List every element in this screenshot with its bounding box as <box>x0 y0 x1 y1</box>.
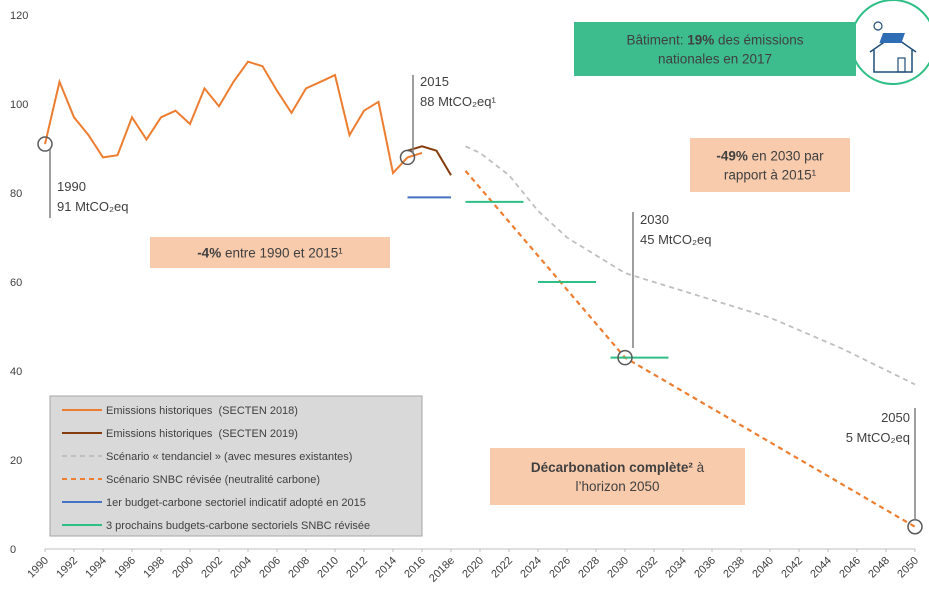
note-text: rapport à 2015¹ <box>724 168 817 183</box>
annotation-marker <box>399 149 416 166</box>
y-tick-label: 120 <box>10 10 28 22</box>
x-tick-label: 2050 <box>895 555 921 581</box>
note-box <box>490 448 745 505</box>
x-tick-label: 2002 <box>199 555 225 581</box>
note-segment: l’horizon 2050 <box>575 479 659 494</box>
note-segment: Décarbonation complète² <box>531 460 694 475</box>
legend: Emissions historiques (SECTEN 2018) Emiss… <box>49 395 423 537</box>
x-tick-label: 2006 <box>257 555 283 581</box>
x-tick-label: 1992 <box>54 555 80 581</box>
x-tick-label: 1996 <box>112 555 138 581</box>
note-segment: rapport à 2015¹ <box>724 168 817 183</box>
x-tick-label: 2042 <box>779 555 805 581</box>
x-tick-label: 2032 <box>634 555 660 581</box>
series-line <box>407 145 452 176</box>
annotation-label: 2015 <box>420 74 449 89</box>
note-segment: entre 1990 et 2015¹ <box>221 246 343 261</box>
x-tick-label: 2010 <box>315 555 341 581</box>
y-tick-label: 20 <box>10 455 22 467</box>
note-text: -49% en 2030 par <box>716 149 824 164</box>
x-tick-label: 2044 <box>808 555 834 581</box>
series-line <box>465 200 669 359</box>
x-tick-label: 2008 <box>286 555 312 581</box>
y-tick-label: 0 <box>10 544 16 556</box>
annotation-marker <box>907 519 923 535</box>
note-box <box>574 22 856 76</box>
x-tick-label: 2018e <box>427 555 457 585</box>
x-tick-label: 2038 <box>721 555 747 581</box>
note-text: nationales en 2017 <box>658 52 772 67</box>
note-segment: en 2030 par <box>748 149 824 164</box>
x-tick-label: 2034 <box>663 555 689 581</box>
annotation-text: 91 MtCO₂eq <box>57 199 129 214</box>
annotation-label: 2050 <box>881 410 910 425</box>
annotation-text: 88 MtCO₂eq¹ <box>420 94 497 109</box>
note-segment: 19% <box>687 33 714 48</box>
note-segment: -4% <box>197 246 221 261</box>
x-tick-label: 2004 <box>228 555 254 581</box>
x-tick-label: 2030 <box>605 555 631 581</box>
legend-label: Scénario SNBC révisée (neutralité carbon… <box>106 474 320 486</box>
x-tick-label: 2026 <box>547 555 573 581</box>
note-box <box>150 237 390 268</box>
x-tick-label: 1998 <box>141 555 167 581</box>
annotation-label: 2030 <box>640 212 669 227</box>
house-icon <box>850 0 929 85</box>
x-tick-label: 2014 <box>373 555 399 581</box>
annotation-text: 5 MtCO₂eq <box>846 430 910 445</box>
legend-label: Emissions historiques (SECTEN 2018) <box>106 405 298 417</box>
note-text: Bâtiment: 19% des émissions <box>626 33 803 48</box>
legend-box <box>49 395 423 537</box>
note-segment: nationales en 2017 <box>658 52 772 67</box>
legend-label: Emissions historiques (SECTEN 2019) <box>106 428 298 440</box>
note-text: Décarbonation complète² à <box>531 460 705 475</box>
y-tick-label: 60 <box>10 277 22 289</box>
series-line <box>44 60 423 176</box>
x-tick-label: 1990 <box>25 555 51 581</box>
x-tick-label: 2036 <box>692 555 718 581</box>
legend-label: Scénario « tendanciel » (avec mesures ex… <box>106 451 352 463</box>
x-tick-label: 2012 <box>344 555 370 581</box>
note-segment: des émissions <box>714 33 804 48</box>
annotation-marker <box>37 136 53 152</box>
x-tick-label: 2016 <box>402 555 428 581</box>
x-tick-label: 2000 <box>170 555 196 581</box>
legend-label: 3 prochains budgets-carbone sectoriels S… <box>106 520 370 532</box>
note-box <box>690 138 850 192</box>
x-tick-label: 2028 <box>576 555 602 581</box>
note-segment: à <box>693 460 705 475</box>
annotation-label: 1990 <box>57 179 86 194</box>
note-text: l’horizon 2050 <box>575 479 659 494</box>
x-tick-label: 2020 <box>460 555 486 581</box>
x-tick-label: 2022 <box>489 555 515 581</box>
note-segment: -49% <box>716 149 748 164</box>
x-tick-label: 2040 <box>750 555 776 581</box>
x-tick-label: 1994 <box>83 555 109 581</box>
x-tick-label: 2024 <box>518 555 544 581</box>
y-tick-label: 100 <box>10 99 28 111</box>
annotation-text: 45 MtCO₂eq <box>640 232 712 247</box>
legend-label: 1er budget-carbone sectoriel indicatif a… <box>106 497 366 509</box>
y-tick-label: 80 <box>10 188 22 200</box>
series-line <box>465 145 916 386</box>
y-tick-label: 40 <box>10 366 22 378</box>
annotation-marker <box>617 349 633 366</box>
x-tick-label: 2046 <box>837 555 863 581</box>
note-segment: Bâtiment: <box>626 33 687 48</box>
note-text: -4% entre 1990 et 2015¹ <box>197 246 343 261</box>
x-tick-label: 2048 <box>866 555 892 581</box>
